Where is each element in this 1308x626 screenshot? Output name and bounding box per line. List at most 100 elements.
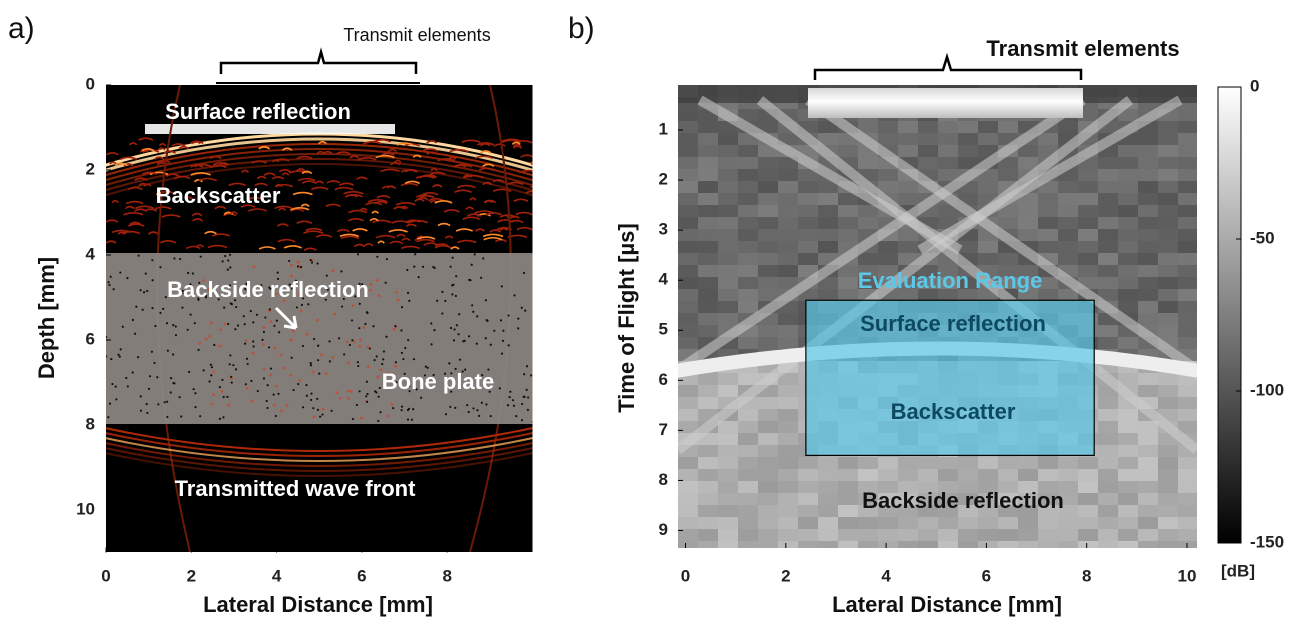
- pore: [105, 336, 107, 338]
- pore: [343, 353, 345, 355]
- pore: [316, 262, 318, 264]
- pore: [341, 305, 343, 307]
- pore: [125, 377, 127, 379]
- pore: [253, 345, 255, 347]
- pore: [313, 338, 315, 340]
- pixel: [698, 313, 718, 325]
- pore: [230, 302, 232, 304]
- pixel: [738, 517, 758, 529]
- speckle: [320, 353, 323, 356]
- pixel: [1018, 205, 1038, 217]
- pixel: [1178, 157, 1198, 169]
- pore: [441, 312, 443, 314]
- pore: [167, 350, 169, 352]
- pore: [229, 354, 231, 356]
- pixel: [758, 169, 778, 181]
- speckle: [387, 415, 390, 418]
- pore: [297, 383, 299, 385]
- pore: [172, 324, 174, 326]
- pixel: [718, 253, 738, 265]
- pixel: [1158, 265, 1178, 277]
- pore: [369, 347, 371, 349]
- pixel: [838, 229, 858, 241]
- pixel: [1018, 541, 1038, 553]
- pixel: [938, 133, 958, 145]
- pore: [252, 340, 254, 342]
- pore: [110, 276, 112, 278]
- pixel: [1178, 481, 1198, 493]
- pixel: [1098, 493, 1118, 505]
- pixel: [1138, 181, 1158, 193]
- pixel: [1118, 469, 1138, 481]
- pore: [302, 406, 304, 408]
- pixel: [1158, 517, 1178, 529]
- pixel: [978, 541, 998, 553]
- pixel: [778, 337, 798, 349]
- pore: [179, 258, 181, 260]
- pore: [513, 294, 515, 296]
- pixel: [678, 181, 698, 193]
- pore: [229, 266, 231, 268]
- pixel: [1058, 205, 1078, 217]
- annotation: Transmit elements: [343, 25, 490, 45]
- y-tick-label: 3: [659, 220, 668, 239]
- pixel: [818, 517, 838, 529]
- pore: [451, 293, 453, 295]
- pixel: [1178, 121, 1198, 133]
- pore: [264, 316, 266, 318]
- speckle: [351, 304, 354, 307]
- pixel: [758, 241, 778, 253]
- pixel: [998, 469, 1018, 481]
- pore: [235, 368, 237, 370]
- speckle: [280, 409, 283, 412]
- pixel: [838, 505, 858, 517]
- pixel: [1158, 529, 1178, 541]
- y-tick-label: 10: [76, 499, 95, 518]
- speckle: [312, 371, 315, 374]
- pore: [383, 350, 385, 352]
- pixel: [1058, 457, 1078, 469]
- pore: [407, 339, 409, 341]
- pore: [430, 322, 432, 324]
- pixel: [758, 181, 778, 193]
- pore: [159, 312, 161, 314]
- pore: [401, 409, 403, 411]
- pixel: [698, 445, 718, 457]
- pore: [420, 397, 422, 399]
- pixel: [738, 265, 758, 277]
- pixel: [698, 385, 718, 397]
- pore: [524, 310, 526, 312]
- pixel: [1078, 541, 1098, 553]
- pixel: [1118, 421, 1138, 433]
- speckle: [228, 404, 231, 407]
- pixel: [1118, 337, 1138, 349]
- y-tick-label: 8: [86, 414, 95, 433]
- pore: [143, 291, 145, 293]
- pixel: [1098, 409, 1118, 421]
- pixel: [1158, 373, 1178, 385]
- pixel: [1178, 217, 1198, 229]
- pixel: [838, 145, 858, 157]
- pixel: [918, 157, 938, 169]
- pore: [146, 412, 148, 414]
- pixel: [1098, 277, 1118, 289]
- pixel: [718, 385, 738, 397]
- pixel: [1138, 277, 1158, 289]
- speckle: [360, 417, 363, 420]
- pore: [472, 407, 474, 409]
- pore: [229, 254, 231, 256]
- pore: [187, 272, 189, 274]
- pixel: [718, 229, 738, 241]
- pixel: [838, 469, 858, 481]
- pixel: [738, 469, 758, 481]
- pixel: [1078, 241, 1098, 253]
- page: {"chart_data": [ {"type": "image", "pane…: [0, 0, 1308, 621]
- pixel: [878, 241, 898, 253]
- pore: [382, 358, 384, 360]
- pixel: [1118, 481, 1138, 493]
- pixel: [738, 505, 758, 517]
- speckle: [370, 283, 373, 286]
- pixel: [758, 409, 778, 421]
- pore: [153, 362, 155, 364]
- pixel: [1178, 181, 1198, 193]
